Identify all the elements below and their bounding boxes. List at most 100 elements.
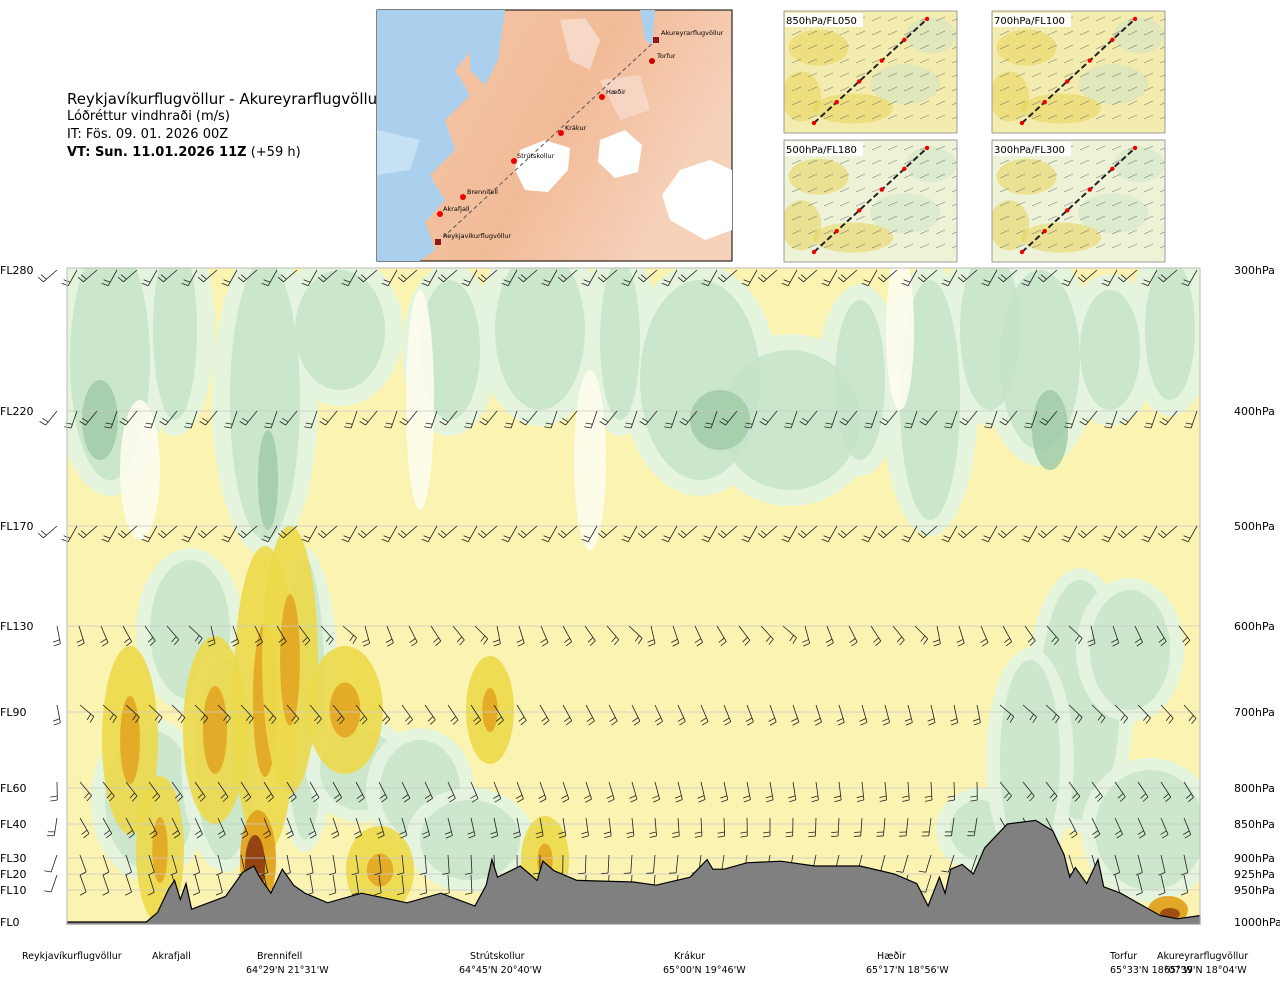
wind-barb <box>374 854 382 876</box>
wind-barb <box>1137 781 1149 802</box>
wind-barb <box>782 625 797 644</box>
wind-barb <box>1021 525 1038 543</box>
wind-barb <box>421 525 438 543</box>
wind-barb <box>1037 525 1058 539</box>
wind-barb <box>344 410 358 429</box>
wind-barb <box>669 854 679 874</box>
updraft-core <box>202 686 228 774</box>
wind-barb <box>839 410 858 426</box>
downdraft-core <box>600 268 640 420</box>
right-axis-tick-label: 900hPa <box>1234 852 1275 865</box>
route-title: Reykjavíkurflugvöllur - Akureyrarflugvöl… <box>67 90 384 108</box>
neutral-band <box>574 370 606 550</box>
wind-barb <box>125 781 138 802</box>
wind-barb <box>329 874 337 896</box>
wind-barb <box>308 817 317 839</box>
wind-barb <box>1119 410 1138 426</box>
location-labels: Reykjavíkurflugvöllur Akrafjall Brennifell… <box>22 951 1248 976</box>
wind-barb <box>1141 269 1158 287</box>
wind-barb <box>1101 525 1118 543</box>
wind-barb <box>424 410 438 429</box>
wind-barb <box>999 410 1018 426</box>
wind-barb <box>1157 269 1178 283</box>
wind-barb <box>1045 704 1060 724</box>
wind-barb <box>306 854 314 876</box>
wind-barb <box>422 817 431 839</box>
wind-barb <box>1037 269 1058 283</box>
wind-barb <box>1160 817 1169 839</box>
wind-barb <box>637 525 658 539</box>
wind-barb <box>870 625 882 647</box>
wind-barb <box>957 525 978 539</box>
map-label: Strútskollur <box>517 152 555 160</box>
wind-barb <box>738 625 751 646</box>
wind-barb <box>342 625 357 644</box>
left-axis-tick-label: FL60 <box>0 782 26 795</box>
wind-barb <box>1021 269 1038 287</box>
map-label: Hæðir <box>606 88 626 96</box>
wind-barb <box>981 269 998 287</box>
wind-barb <box>785 817 794 838</box>
wind-barb <box>277 269 298 283</box>
wind-barb <box>1068 817 1078 839</box>
right-axis-tick-label: 400hPa <box>1234 405 1275 418</box>
wind-barb <box>677 525 698 539</box>
map-label: Krákur <box>565 124 587 132</box>
left-axis-tick-label: FL30 <box>0 852 26 865</box>
wind-barb <box>932 625 941 647</box>
wind-barb <box>584 410 598 429</box>
wind-barb <box>181 525 198 543</box>
wind-barb <box>470 704 482 726</box>
map-marker-strutskollur <box>511 158 517 164</box>
location-coordinate: 65°33'N 18°07'W <box>1110 965 1193 976</box>
wind-barb <box>1002 625 1013 647</box>
wind-barb <box>535 817 544 839</box>
wind-barb <box>442 854 450 875</box>
wind-barb <box>197 525 218 539</box>
wind-barb <box>980 625 989 647</box>
wind-barb <box>1068 625 1083 645</box>
downdraft-core <box>1032 390 1068 470</box>
wind-barb <box>559 410 578 426</box>
wind-barb <box>1104 410 1118 429</box>
inset-label: 700hPa/FL100 <box>994 16 1065 27</box>
wind-barb <box>1158 854 1166 876</box>
wind-barb <box>424 704 436 725</box>
wind-barb <box>631 704 641 726</box>
location-coordinate: 65°17'N 18°56'W <box>866 965 949 976</box>
wind-barb <box>286 781 297 803</box>
wind-barb <box>79 854 87 876</box>
wind-barb <box>956 625 965 647</box>
right-axis-tick-label: 300hPa <box>1234 264 1275 277</box>
downdraft-core <box>420 800 520 880</box>
updraft-core <box>152 817 168 883</box>
wind-barb <box>197 269 218 283</box>
wind-barb <box>193 854 201 876</box>
wind-barb <box>654 704 663 726</box>
wind-barb <box>419 854 427 875</box>
wind-barb <box>621 525 638 543</box>
wind-barb <box>1068 781 1081 802</box>
wind-barb <box>39 410 58 426</box>
wind-barb <box>264 410 278 429</box>
wind-barb <box>221 269 238 287</box>
wind-barb <box>357 269 378 283</box>
wind-barb <box>1091 704 1106 724</box>
map-label: Akureyrarflugvöllur <box>661 29 724 37</box>
wind-barb <box>837 525 858 539</box>
wind-barb <box>141 269 158 287</box>
wind-barb <box>1114 817 1123 839</box>
wind-barb <box>661 525 678 543</box>
downdraft-core <box>1090 590 1170 710</box>
wind-barb <box>997 525 1018 539</box>
wind-barb <box>237 525 258 539</box>
wind-barb <box>240 781 252 803</box>
wind-barb <box>671 625 680 647</box>
wind-barb <box>79 817 90 839</box>
wind-barb <box>125 854 132 876</box>
wind-barb <box>583 781 592 803</box>
wind-barb <box>788 781 797 803</box>
wind-barb <box>716 625 727 647</box>
wind-barb <box>1114 704 1129 724</box>
right-axis-tick-label: 500hPa <box>1234 520 1275 533</box>
